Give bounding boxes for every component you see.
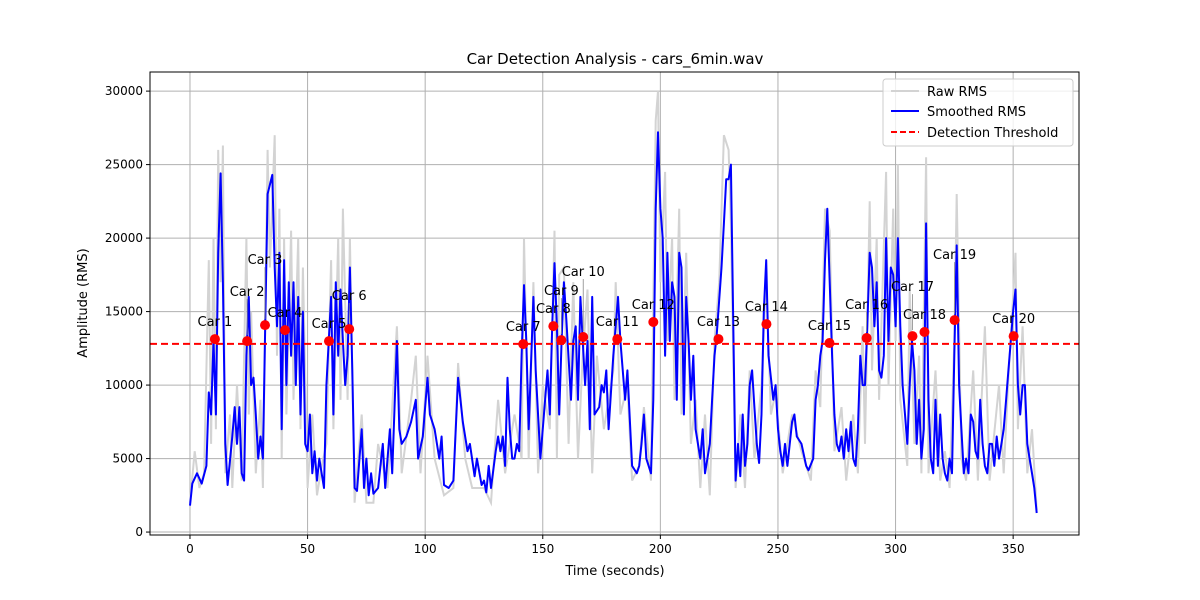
car-detection-point bbox=[907, 331, 918, 342]
car-label: Car 7 bbox=[506, 320, 541, 335]
x-tick-label: 0 bbox=[186, 542, 194, 556]
car-detection-point bbox=[242, 336, 253, 347]
x-tick-label: 350 bbox=[1002, 542, 1025, 556]
car-label: Car 13 bbox=[697, 315, 740, 330]
car-label: Car 17 bbox=[891, 280, 934, 295]
raw-rms-line bbox=[189, 91, 1038, 511]
car-label: Car 18 bbox=[903, 308, 946, 323]
car-label: Car 15 bbox=[808, 319, 851, 334]
y-tick-label: 25000 bbox=[105, 158, 143, 172]
x-tick-label: 250 bbox=[767, 542, 790, 556]
car-detection-point bbox=[612, 334, 623, 345]
y-tick-label: 0 bbox=[135, 525, 143, 539]
chart-title: Car Detection Analysis - cars_6min.wav bbox=[467, 50, 764, 69]
car-detection-point bbox=[578, 332, 589, 343]
y-tick-label: 20000 bbox=[105, 231, 143, 245]
legend-box bbox=[882, 78, 1074, 147]
y-axis-label: Amplitude (RMS) bbox=[76, 248, 91, 357]
car-detection-point bbox=[323, 336, 334, 347]
car-detection-point bbox=[1008, 331, 1019, 342]
legend-threshold: Detection Threshold bbox=[927, 126, 1058, 141]
car-detection-point bbox=[548, 321, 559, 332]
legend: Raw RMS Smoothed RMS Detection Threshold bbox=[882, 78, 1074, 147]
car-label: Car 5 bbox=[312, 317, 347, 332]
car-label: Car 20 bbox=[992, 312, 1035, 327]
car-detection-point bbox=[824, 338, 835, 349]
car-detection-point bbox=[949, 315, 960, 326]
car-label: Car 4 bbox=[268, 306, 303, 321]
car-labels: Car 1 Car 2 Car 3 Car 4 Car 5 Car 6 Car 7 Car 8… bbox=[198, 248, 1035, 336]
smoothed-rms-line bbox=[189, 131, 1038, 514]
car-label: Car 10 bbox=[562, 265, 605, 280]
car-label: Car 19 bbox=[933, 248, 976, 263]
car-detection-point bbox=[344, 324, 355, 335]
car-detection-point bbox=[713, 334, 724, 345]
y-tick-label: 30000 bbox=[105, 84, 143, 98]
car-label: Car 9 bbox=[544, 284, 579, 299]
car-label: Car 2 bbox=[230, 285, 265, 300]
car-label: Car 6 bbox=[332, 289, 367, 304]
car-detection-point bbox=[209, 334, 220, 345]
car-label: Car 12 bbox=[632, 298, 675, 313]
x-axis-label: Time (seconds) bbox=[564, 564, 664, 579]
legend-raw: Raw RMS bbox=[927, 85, 987, 100]
ticks: 0 50 100 150 200 250 300 350 0 5000 10000 15000 2000… bbox=[105, 84, 1025, 556]
car-detection-point bbox=[279, 325, 290, 336]
car-label: Car 1 bbox=[198, 315, 233, 330]
axes-frame bbox=[149, 71, 1080, 536]
x-tick-label: 200 bbox=[649, 542, 672, 556]
x-tick-label: 150 bbox=[531, 542, 554, 556]
car-detection-point bbox=[861, 333, 872, 344]
car-detection-point bbox=[761, 319, 772, 330]
legend-smoothed: Smoothed RMS bbox=[927, 105, 1026, 120]
plot-area bbox=[150, 91, 1079, 514]
x-tick-label: 50 bbox=[300, 542, 315, 556]
car-label: Car 14 bbox=[745, 300, 788, 315]
x-tick-label: 100 bbox=[414, 542, 437, 556]
car-detection-point bbox=[260, 320, 271, 331]
car-label: Car 8 bbox=[536, 302, 571, 317]
y-tick-label: 5000 bbox=[112, 452, 143, 466]
x-tick-label: 300 bbox=[884, 542, 907, 556]
car-label: Car 16 bbox=[845, 298, 888, 313]
car-detection-point bbox=[919, 327, 930, 338]
car-label: Car 3 bbox=[248, 253, 283, 268]
car-detection-point bbox=[556, 335, 567, 346]
car-detection-point bbox=[518, 339, 529, 350]
car-detection-point bbox=[648, 317, 659, 328]
y-tick-label: 15000 bbox=[105, 305, 143, 319]
car-label: Car 11 bbox=[596, 315, 639, 330]
y-tick-label: 10000 bbox=[105, 378, 143, 392]
